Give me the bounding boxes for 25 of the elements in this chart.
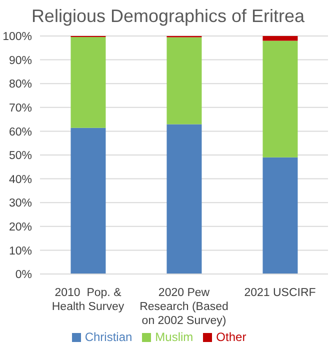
bar [166,37,202,124]
y-tick-label: 10% [8,245,32,258]
x-tick-label: 2010 Pop. & Health Survey [52,287,124,313]
x-tick-label: 2021 USCIRF [244,287,316,299]
bar [70,36,106,128]
bar [262,36,298,41]
y-tick-label: 40% [8,174,32,186]
bar [70,128,106,274]
y-tick-label: 60% [8,126,32,138]
bar [166,124,202,274]
y-tick-label: 100% [2,31,32,44]
chart-title: Religious Demographics of Eritrea [30,6,306,28]
legend-label: Christian [84,330,132,344]
x-tick-label: 2020 Pew Research (Based on 2002 Survey) [140,287,228,327]
y-tick-label: 50% [8,150,32,162]
legend-label: Other [216,330,246,344]
y-tick-label: 80% [8,78,32,91]
legend-label: Muslim [155,330,194,344]
y-tick-label: 90% [8,54,32,67]
y-tick-label: 30% [8,198,32,210]
y-tick-label: 20% [8,221,32,234]
bar [262,40,298,158]
bar [262,157,298,274]
y-tick-label: 70% [8,102,32,114]
y-tick-label: 0% [15,269,32,282]
